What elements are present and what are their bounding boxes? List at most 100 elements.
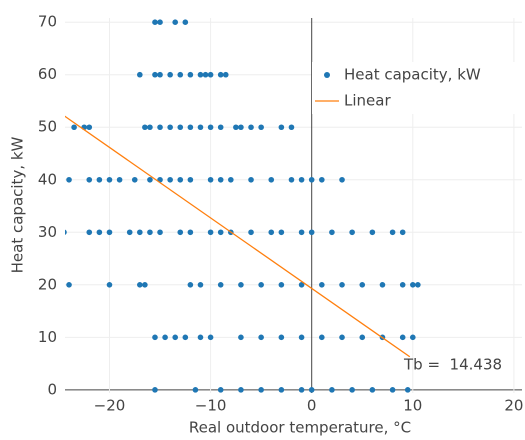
point: [96, 229, 103, 236]
point: [142, 282, 148, 288]
point: [233, 124, 239, 131]
point: [197, 334, 204, 341]
point: [339, 282, 345, 288]
y-tick-label: 50: [38, 118, 57, 136]
point: [152, 19, 158, 26]
point: [349, 387, 355, 393]
point: [278, 229, 285, 236]
point: [167, 124, 173, 131]
plot-area: [65, 19, 421, 393]
point: [182, 19, 189, 26]
point: [278, 124, 285, 131]
point: [278, 282, 285, 288]
point: [319, 282, 325, 288]
point: [142, 124, 148, 131]
point: [137, 71, 143, 78]
point: [415, 282, 421, 288]
point: [157, 124, 163, 131]
y-tick-label: 10: [38, 328, 57, 346]
point: [258, 334, 264, 341]
fit-line: [65, 115, 411, 358]
point: [177, 229, 184, 236]
point: [177, 176, 184, 183]
point: [399, 334, 406, 341]
point: [298, 176, 305, 183]
legend-label: Linear: [344, 92, 391, 110]
point: [126, 229, 133, 236]
point: [217, 387, 224, 393]
point: [308, 387, 315, 393]
point: [197, 124, 204, 131]
point: [147, 176, 153, 183]
point: [172, 19, 179, 26]
point: [86, 124, 93, 131]
legend-marker: [324, 72, 330, 78]
point: [217, 229, 224, 236]
point: [399, 282, 406, 288]
point: [172, 334, 179, 341]
point: [339, 334, 345, 341]
annotation: Tb = 14.438: [403, 356, 502, 374]
point: [278, 387, 285, 393]
point: [228, 176, 234, 183]
point: [167, 176, 173, 183]
point: [71, 124, 77, 131]
point: [268, 229, 275, 236]
point: [258, 387, 264, 393]
point: [157, 229, 163, 236]
point: [308, 176, 315, 183]
point: [187, 71, 194, 78]
point: [359, 282, 366, 288]
point: [152, 334, 158, 341]
point: [329, 229, 335, 236]
x-tick-label: 20: [504, 397, 523, 415]
point: [157, 19, 163, 26]
point: [329, 387, 335, 393]
point: [182, 334, 189, 341]
point: [238, 387, 244, 393]
point: [339, 176, 345, 183]
x-tick-label: 0: [307, 397, 317, 415]
point: [202, 71, 209, 78]
point: [217, 124, 224, 131]
point: [197, 71, 204, 78]
point: [410, 282, 416, 288]
point: [207, 334, 214, 341]
point: [162, 334, 168, 341]
point: [298, 387, 305, 393]
point: [207, 71, 214, 78]
point: [116, 176, 123, 183]
point: [258, 282, 264, 288]
point: [288, 176, 295, 183]
point: [217, 282, 224, 288]
point: [207, 124, 214, 131]
point: [238, 334, 244, 341]
point: [222, 71, 229, 78]
y-tick-label: 70: [38, 13, 57, 31]
y-axis-title: Heat capacity, kW: [9, 136, 27, 273]
point: [197, 282, 204, 288]
y-tick-label: 20: [38, 275, 57, 293]
point: [410, 334, 416, 341]
point: [177, 124, 184, 131]
point: [238, 282, 244, 288]
point: [308, 229, 315, 236]
point: [298, 334, 305, 341]
point: [217, 71, 224, 78]
point: [187, 176, 194, 183]
point: [65, 229, 67, 235]
point: [177, 71, 184, 78]
point: [147, 229, 153, 236]
x-tick-label: −20: [94, 397, 126, 415]
point: [359, 334, 366, 341]
point: [298, 282, 305, 288]
point: [86, 176, 93, 183]
point: [349, 229, 355, 236]
point: [106, 282, 113, 288]
point: [288, 124, 295, 131]
point: [157, 71, 163, 78]
point: [187, 124, 194, 131]
y-tick-label: 0: [47, 380, 57, 398]
legend-box: [312, 62, 525, 114]
